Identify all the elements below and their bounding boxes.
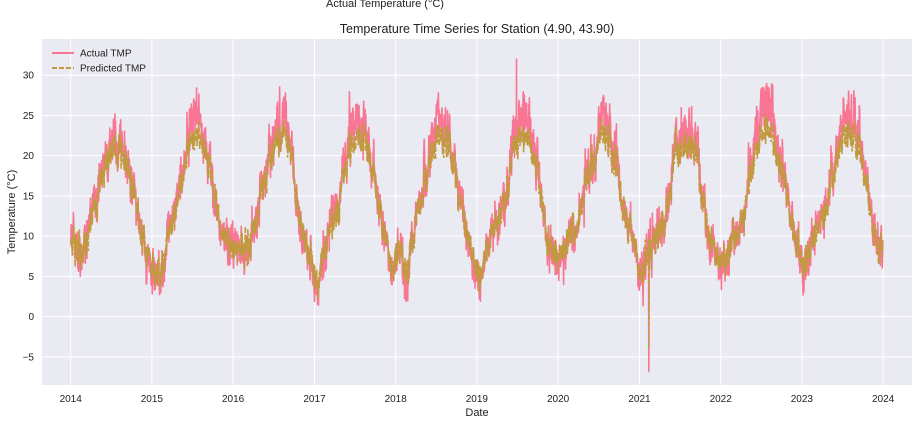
x-tick-label: 2014 <box>60 394 83 405</box>
x-tick-label: 2023 <box>791 394 814 405</box>
x-tick-label: 2019 <box>466 394 489 405</box>
x-axis-ticks: 2014 2015 2016 2017 2018 2019 2020 2021 2022 2023… <box>60 394 895 405</box>
x-tick-label: 2020 <box>547 394 570 405</box>
x-tick-label: 2022 <box>710 394 733 405</box>
y-tick-label: 20 <box>23 151 35 162</box>
legend: Actual TMP Predicted TMP <box>52 49 146 75</box>
x-axis-label: Date <box>465 407 488 419</box>
x-tick-label: 2021 <box>628 394 651 405</box>
legend-label-actual: Actual TMP <box>80 49 132 60</box>
x-tick-label: 2018 <box>385 394 408 405</box>
y-axis-label: Temperature (°C) <box>6 170 18 254</box>
x-tick-label: 2015 <box>141 394 164 405</box>
y-axis-ticks: −5 0 5 10 15 20 25 30 <box>23 71 35 364</box>
y-tick-label: 0 <box>28 312 34 323</box>
series-line-predicted-tmp <box>69 113 884 349</box>
y-tick-label: 10 <box>23 232 35 243</box>
chart-title: Temperature Time Series for Station (4.9… <box>340 22 614 36</box>
y-tick-label: 25 <box>23 111 35 122</box>
legend-label-predicted: Predicted TMP <box>80 64 146 75</box>
y-tick-label: 5 <box>28 272 34 283</box>
y-tick-label: 30 <box>23 71 35 82</box>
x-tick-label: 2016 <box>222 394 245 405</box>
x-tick-label: 2024 <box>872 394 895 405</box>
series-layer <box>69 58 884 373</box>
y-tick-label: 15 <box>23 191 35 202</box>
y-tick-label: −5 <box>23 352 35 363</box>
x-tick-label: 2017 <box>303 394 326 405</box>
figure-caption: Actual Temperature (°C) <box>326 0 444 10</box>
